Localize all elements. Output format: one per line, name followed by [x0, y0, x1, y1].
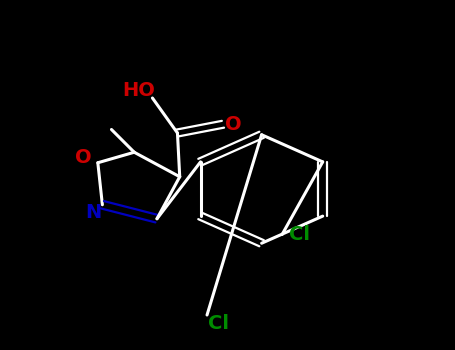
Text: Cl: Cl: [289, 225, 310, 244]
Text: O: O: [75, 148, 91, 167]
Text: Cl: Cl: [208, 314, 229, 333]
Text: O: O: [225, 115, 241, 134]
Text: N: N: [85, 203, 101, 222]
Text: HO: HO: [122, 82, 155, 100]
